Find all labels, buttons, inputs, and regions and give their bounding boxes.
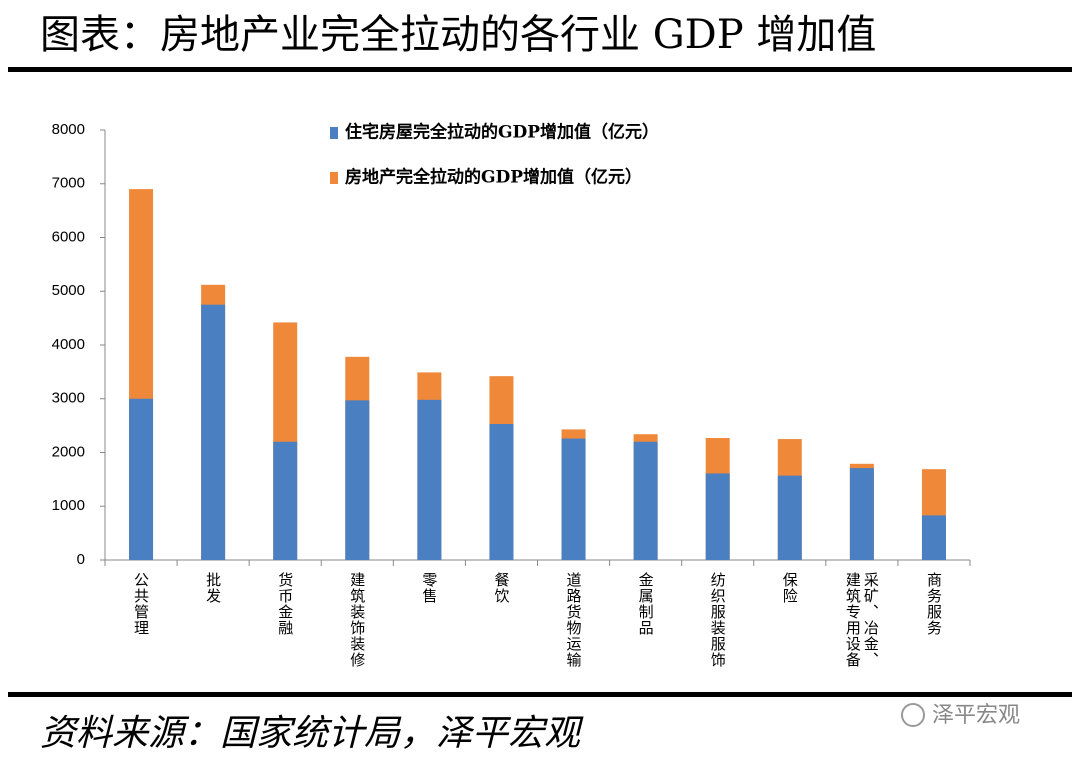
bar [777,475,802,560]
y-tick-label: 8000 [52,121,85,138]
bar [273,441,298,560]
bar [417,399,442,560]
y-tick-label: 0 [77,551,85,568]
x-tick-label: 道路货物运输 [564,572,583,668]
y-tick-label: 4000 [52,336,85,353]
x-tick-label: 保险 [780,572,799,604]
y-tick-label: 3000 [52,390,85,407]
legend-label: 住宅房屋完全拉动的GDP增加值（亿元） [345,122,659,143]
bar [345,400,370,560]
x-tick-label: 金属制品 [636,572,655,636]
x-tick-label: 货币金融 [276,572,295,636]
y-tick-label: 7000 [52,175,85,192]
x-tick-label: 商务服务 [924,572,943,636]
watermark-icon [901,703,925,727]
legend-swatch [330,127,338,139]
x-tick-label: 公共管理 [132,572,151,636]
y-tick-label: 1000 [52,497,85,514]
bar [489,424,514,560]
bar [129,398,154,560]
x-tick-label: 批发 [204,572,223,604]
top-rule [8,67,1072,72]
x-tick-label: 建筑装饰装修 [348,572,367,668]
y-tick-label: 2000 [52,443,85,460]
bar [705,473,730,560]
bar [561,438,586,560]
bar [849,468,874,560]
y-tick-label: 5000 [52,282,85,299]
bar [633,441,658,560]
source: 资料来源：国家统计局，泽平宏观 [40,713,584,754]
watermark: 泽平宏观 [932,702,1020,727]
legend-label: 房地产完全拉动的GDP增加值（亿元） [345,167,642,188]
bar [921,515,946,560]
x-tick-label: 纺织服装服饰 [708,572,727,668]
x-tick-label: 零售 [420,572,439,604]
bar [201,304,226,560]
legend-swatch [330,172,338,184]
chart-title: 图表：房地产业完全拉动的各行业 GDP 增加值 [40,12,876,58]
y-tick-label: 6000 [52,228,85,245]
x-tick-label: 采矿、冶金、建筑专用设备 [843,572,880,668]
bottom-rule [8,692,1072,697]
x-tick-label: 餐饮 [492,572,511,604]
